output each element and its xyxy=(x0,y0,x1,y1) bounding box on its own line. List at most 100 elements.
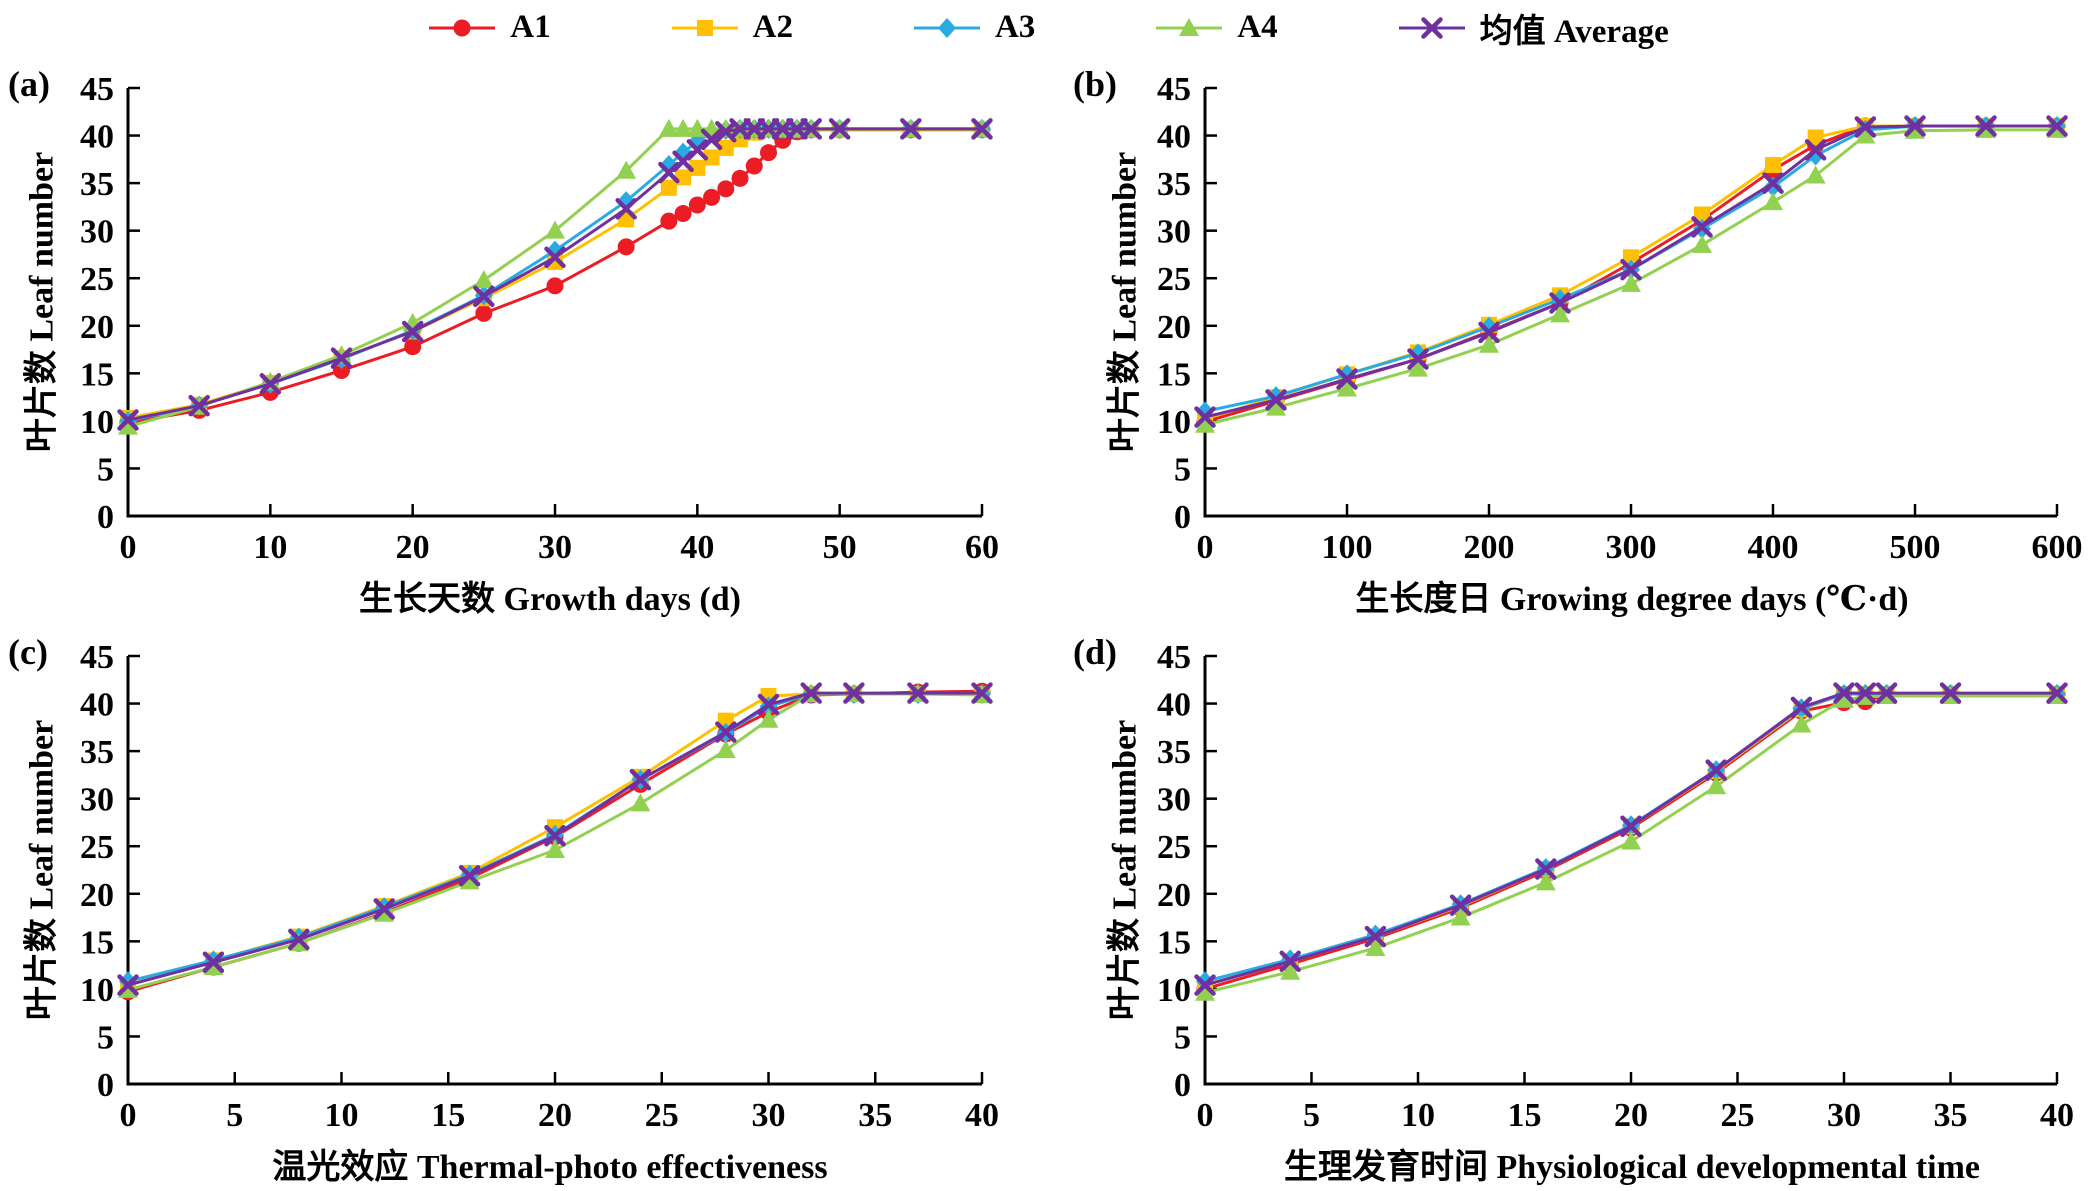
y-tick-label: 30 xyxy=(80,214,114,251)
y-tick-label: 0 xyxy=(97,1067,114,1104)
triangle-marker xyxy=(1791,714,1812,733)
x-marker xyxy=(700,128,723,151)
panel-label-c: (c) xyxy=(8,632,48,672)
x-marker xyxy=(971,682,993,704)
x-tick-label: 15 xyxy=(1508,1097,1542,1134)
y-axis: 0 5 10 15 20 25 30 35 40 45 xyxy=(80,71,140,536)
y-tick-label: 10 xyxy=(80,404,114,441)
y-tick-label: 25 xyxy=(80,829,114,866)
circle-marker xyxy=(617,238,635,256)
legend-item-average: 均值 Average xyxy=(1396,4,1669,52)
y-tick-label: 40 xyxy=(80,119,114,156)
legend-item-a2: A2 xyxy=(669,9,793,46)
series-A3 xyxy=(119,118,991,431)
x-marker xyxy=(715,721,737,743)
x-marker xyxy=(1790,696,1813,719)
square-marker xyxy=(703,149,720,166)
x-marker xyxy=(1833,682,1855,704)
y-tick-label: 35 xyxy=(1157,166,1191,203)
triangle-marker xyxy=(1763,192,1783,211)
x-marker xyxy=(2046,115,2068,137)
x-tick-label: 600 xyxy=(2032,529,2083,566)
subplot-c-canvas: 0 5 10 15 20 25 30 35 40 0 5 10 15 20 25 30 35 40 45 xyxy=(80,639,999,1134)
square-marker xyxy=(696,19,713,36)
x-marker xyxy=(1939,682,1962,704)
diamond-marker xyxy=(1196,971,1214,992)
legend-label: A3 xyxy=(994,9,1036,45)
x-marker xyxy=(117,974,139,996)
x-marker xyxy=(1279,950,1301,973)
x-marker xyxy=(1904,115,1926,137)
y-tick-label: 25 xyxy=(80,261,114,298)
x-marker xyxy=(686,139,709,161)
legend-item-a4: A4 xyxy=(1153,9,1278,46)
y-axis: 0 5 10 15 20 25 30 35 40 45 xyxy=(1157,71,1217,536)
y-tick-label: 20 xyxy=(1157,309,1191,346)
y-tick-label: 10 xyxy=(1157,972,1191,1009)
triangle-marker xyxy=(616,160,637,179)
diamond-marker xyxy=(659,155,678,176)
square-marker xyxy=(1694,206,1710,223)
triangle-marker xyxy=(630,793,651,812)
x-axis: 0 5 10 15 20 25 30 35 40 xyxy=(120,1072,999,1134)
triangle-marker xyxy=(1266,397,1286,416)
circle-marker xyxy=(760,144,777,162)
series-均值 Average xyxy=(117,682,993,996)
y-tick-label: 45 xyxy=(1157,71,1191,108)
x-tick-label: 10 xyxy=(325,1097,359,1134)
x-axis: 0 5 10 15 20 25 30 35 40 xyxy=(1197,1072,2074,1134)
triangle-marker xyxy=(1805,165,1826,184)
diamond-marker xyxy=(1806,145,1825,166)
axes-spines xyxy=(126,656,982,1086)
triangle-marker xyxy=(545,840,565,859)
triangle-marker xyxy=(203,957,224,976)
x-marker xyxy=(188,394,210,417)
x-tick-label: 5 xyxy=(226,1097,243,1134)
x-axis-title: 温光效应 Thermal-photo effectiveness xyxy=(272,1149,828,1186)
x-tick-label: 400 xyxy=(1748,529,1799,566)
series-A1 xyxy=(119,121,991,432)
y-tick-label: 15 xyxy=(1157,924,1191,961)
y-tick-label: 15 xyxy=(1157,356,1191,393)
triangle-marker xyxy=(1408,358,1428,377)
x-tick-label: 60 xyxy=(965,529,999,566)
x-tick-label: 30 xyxy=(538,529,572,566)
y-tick-label: 20 xyxy=(1157,877,1191,914)
x-marker xyxy=(1620,815,1642,837)
x-tick-label: 5 xyxy=(1303,1097,1320,1134)
y-tick-label: 5 xyxy=(1174,451,1191,488)
x-marker xyxy=(1194,974,1216,996)
x-tick-label: 35 xyxy=(858,1097,892,1134)
triangle-marker xyxy=(1855,125,1876,144)
triangle-marker xyxy=(1550,304,1570,323)
x-axis-title: 生长天数 Growth days (d) xyxy=(359,581,741,618)
x-marker xyxy=(1535,858,1557,880)
y-tick-label: 35 xyxy=(80,166,114,203)
x-marker xyxy=(1854,116,1877,138)
subplot-d-canvas: 0 5 10 15 20 25 30 35 40 0 5 10 15 20 25 30 35 40 45 xyxy=(1157,639,2074,1134)
x-marker xyxy=(1265,389,1287,411)
triangle-marker xyxy=(1195,414,1215,433)
x-marker xyxy=(615,198,637,220)
triangle-marker xyxy=(715,740,736,759)
subplot-a: 0 10 20 30 40 50 60 0 5 10 15 20 25 30 35 40 45 (a) 叶片数 … xyxy=(0,55,1047,623)
x-marker xyxy=(971,118,993,140)
subplot-b: 0 100 200 300 400 500 600 0 5 10 15 20 25 30 35 40 45 (b… xyxy=(1047,55,2095,623)
y-axis-title: 叶片数 Leaf number xyxy=(1106,719,1144,1021)
x-marker xyxy=(1804,139,1827,161)
subplot-d: 0 5 10 15 20 25 30 35 40 0 5 10 15 20 25 30 35 40 45 (d) 叶… xyxy=(1047,623,2095,1191)
legend-label: A1 xyxy=(510,9,551,45)
square-marker xyxy=(1765,157,1781,174)
x-marker xyxy=(1705,759,1727,781)
triangle-marker xyxy=(658,118,679,137)
y-tick-label: 30 xyxy=(1157,214,1191,251)
y-tick-label: 45 xyxy=(80,639,114,676)
x-marker xyxy=(800,118,822,140)
series-A4 xyxy=(118,118,992,435)
triangle-marker xyxy=(1621,273,1641,292)
circle-marker xyxy=(745,157,763,175)
a1-series-swatch-icon xyxy=(429,19,496,36)
x-tick-label: 35 xyxy=(1934,1097,1968,1134)
triangle-marker xyxy=(1337,378,1357,397)
